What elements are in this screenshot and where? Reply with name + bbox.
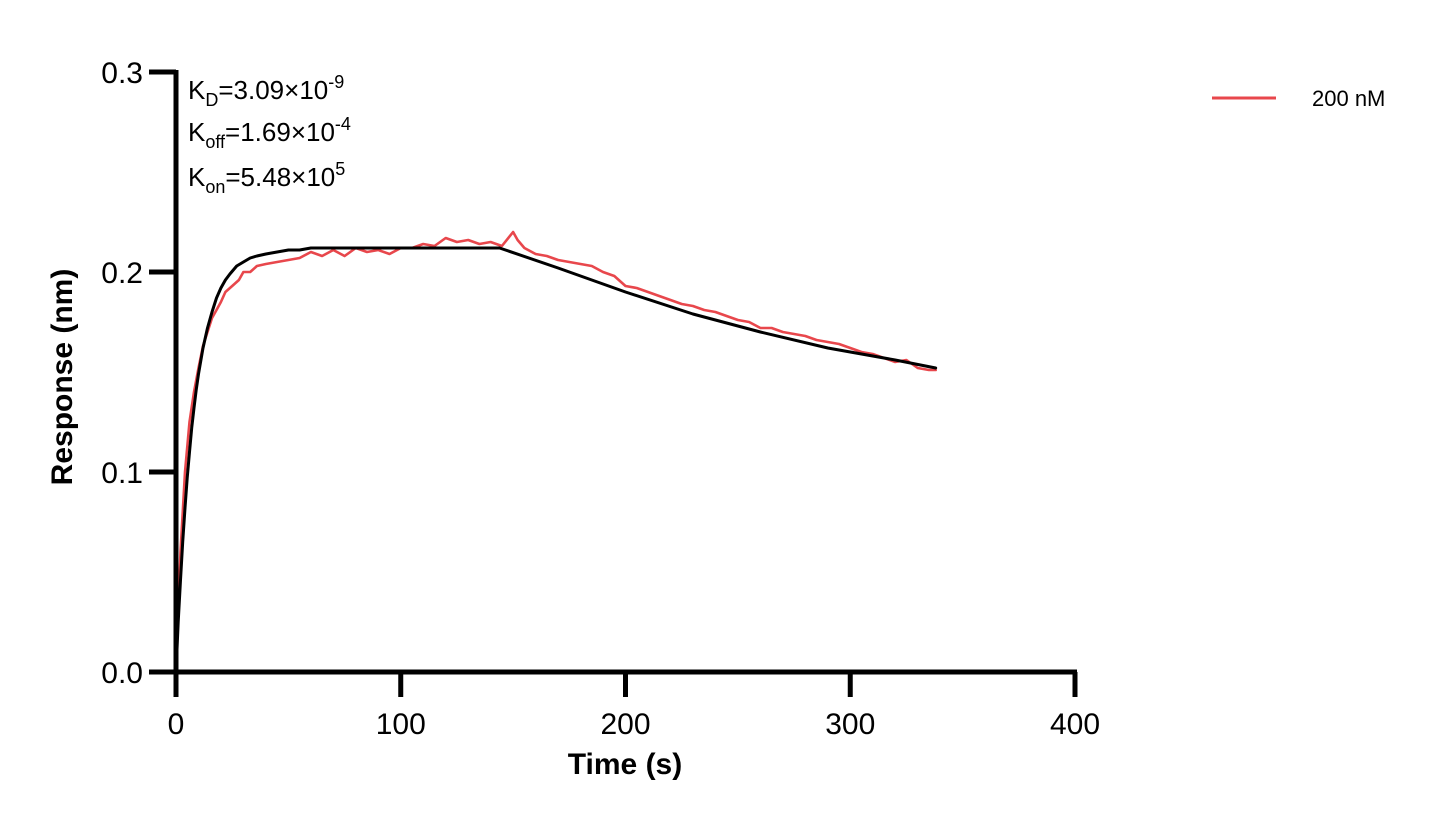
kinetic-constant-label: Kon=5.48×105 [188,159,345,197]
fit-curve-line [174,246,938,674]
legend: 200 nM [1212,86,1385,111]
x-axis-ticks: 0 100 200 300 400 [168,672,1100,741]
kinetics-annotations: KD=3.09×10-9 Koff=1.69×10-4 Kon=5.48×105 [188,72,351,197]
y-tick-label: 0.1 [101,457,143,490]
y-tick-label: 0.3 [101,57,143,90]
kinetic-constant-label: Koff=1.69×10-4 [188,114,351,152]
plot-area [174,230,938,674]
x-axis-title: Time (s) [568,748,682,781]
series-line-200nM [174,230,938,674]
y-axis-title: Response (nm) [46,269,79,486]
y-tick-label: 0.2 [101,257,143,290]
x-tick-label: 400 [1050,708,1100,741]
x-tick-label: 0 [168,708,185,741]
x-tick-label: 100 [376,708,426,741]
x-tick-label: 300 [825,708,875,741]
kinetic-constant-label: KD=3.09×10-9 [188,72,344,110]
y-tick-label: 0.0 [101,657,143,690]
y-axis-ticks: 0.0 0.1 0.2 0.3 [101,57,176,690]
legend-label: 200 nM [1312,86,1385,111]
x-tick-label: 200 [600,708,650,741]
